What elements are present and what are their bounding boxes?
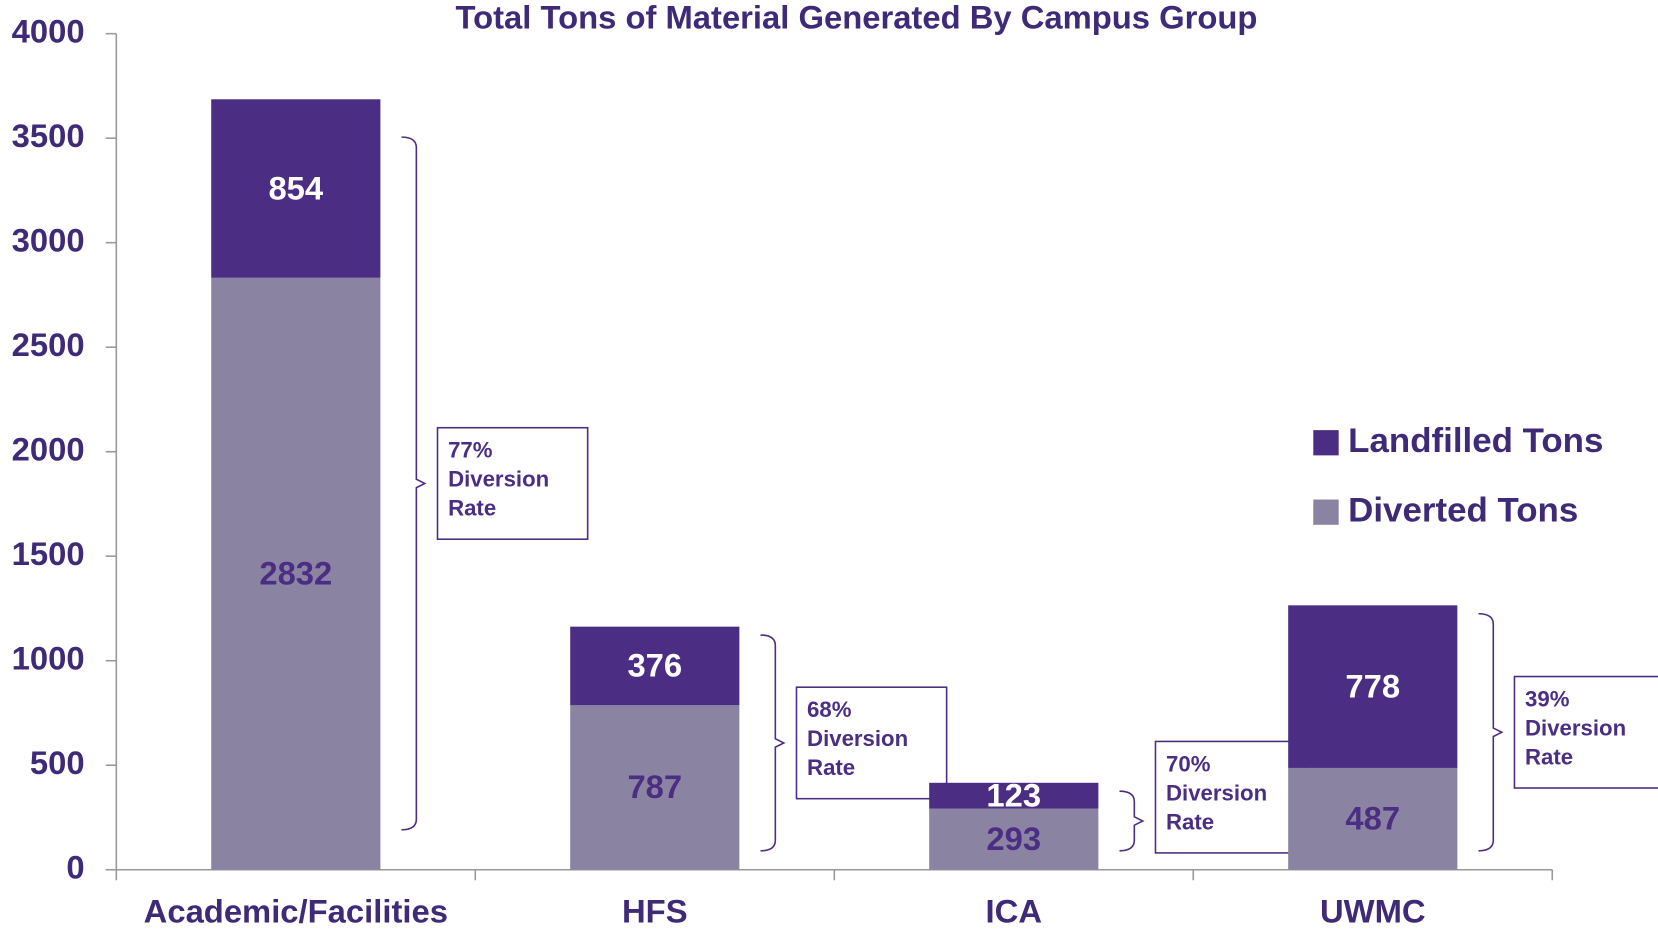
annotation-text: Rate bbox=[1166, 809, 1214, 834]
data-label: 854 bbox=[268, 169, 323, 206]
annotation-text: Rate bbox=[1525, 744, 1573, 769]
bar-segment bbox=[929, 808, 1099, 870]
annotation-text: 70% bbox=[1166, 752, 1211, 777]
y-tick-label: 1000 bbox=[12, 639, 85, 676]
y-tick-label: 3500 bbox=[12, 117, 85, 154]
bracket bbox=[760, 634, 786, 852]
y-tick-label: 2500 bbox=[12, 326, 85, 363]
bar-segment bbox=[1288, 605, 1458, 768]
annotation-box bbox=[1513, 675, 1658, 789]
data-label: 376 bbox=[627, 647, 682, 684]
legend-swatch bbox=[1313, 430, 1339, 456]
annotation-box bbox=[1154, 740, 1307, 854]
legend-label: Diverted Tons bbox=[1348, 490, 1578, 529]
data-label: 778 bbox=[1345, 667, 1400, 704]
chart-title: Total Tons of Material Generated By Camp… bbox=[456, 0, 1258, 36]
annotation-text: Diversion bbox=[1525, 716, 1626, 741]
bar-segment bbox=[570, 626, 740, 706]
x-tick-label: HFS bbox=[622, 893, 688, 930]
bar-segment bbox=[929, 782, 1099, 809]
x-tick-label: ICA bbox=[986, 893, 1042, 930]
annotation-text: 68% bbox=[807, 697, 852, 722]
y-tick-label: 1500 bbox=[12, 535, 85, 572]
bar-segment bbox=[211, 277, 381, 870]
bracket bbox=[1478, 612, 1504, 852]
bracket bbox=[1119, 790, 1145, 852]
legend-label: Landfilled Tons bbox=[1348, 421, 1603, 460]
y-tick-label: 500 bbox=[30, 744, 85, 781]
y-tick-label: 3000 bbox=[12, 221, 85, 258]
annotation-text: 77% bbox=[448, 438, 493, 463]
x-tick-label: Academic/Facilities bbox=[144, 893, 448, 930]
annotation-text: 39% bbox=[1525, 687, 1570, 712]
bar-segment bbox=[211, 99, 381, 278]
y-tick-label: 4000 bbox=[12, 12, 85, 49]
bracket bbox=[401, 136, 427, 831]
y-tick-label: 2000 bbox=[12, 430, 85, 467]
data-label: 787 bbox=[627, 768, 682, 805]
annotation-text: Rate bbox=[807, 755, 855, 780]
bar-segment bbox=[1288, 767, 1458, 870]
data-label: 2832 bbox=[259, 555, 332, 592]
annotation-box bbox=[436, 426, 589, 540]
bar-segment bbox=[570, 705, 740, 870]
x-tick-label: UWMC bbox=[1320, 893, 1426, 930]
annotation-box bbox=[795, 686, 948, 800]
legend-swatch bbox=[1313, 499, 1339, 525]
annotation-text: Diversion bbox=[1166, 780, 1267, 805]
data-label: 487 bbox=[1345, 800, 1400, 837]
y-tick-label: 0 bbox=[66, 848, 84, 885]
annotation-text: Diversion bbox=[448, 467, 549, 492]
annotation-text: Diversion bbox=[807, 726, 908, 751]
annotation-text: Rate bbox=[448, 496, 496, 521]
data-label: 123 bbox=[986, 776, 1041, 813]
data-label: 293 bbox=[986, 820, 1041, 857]
